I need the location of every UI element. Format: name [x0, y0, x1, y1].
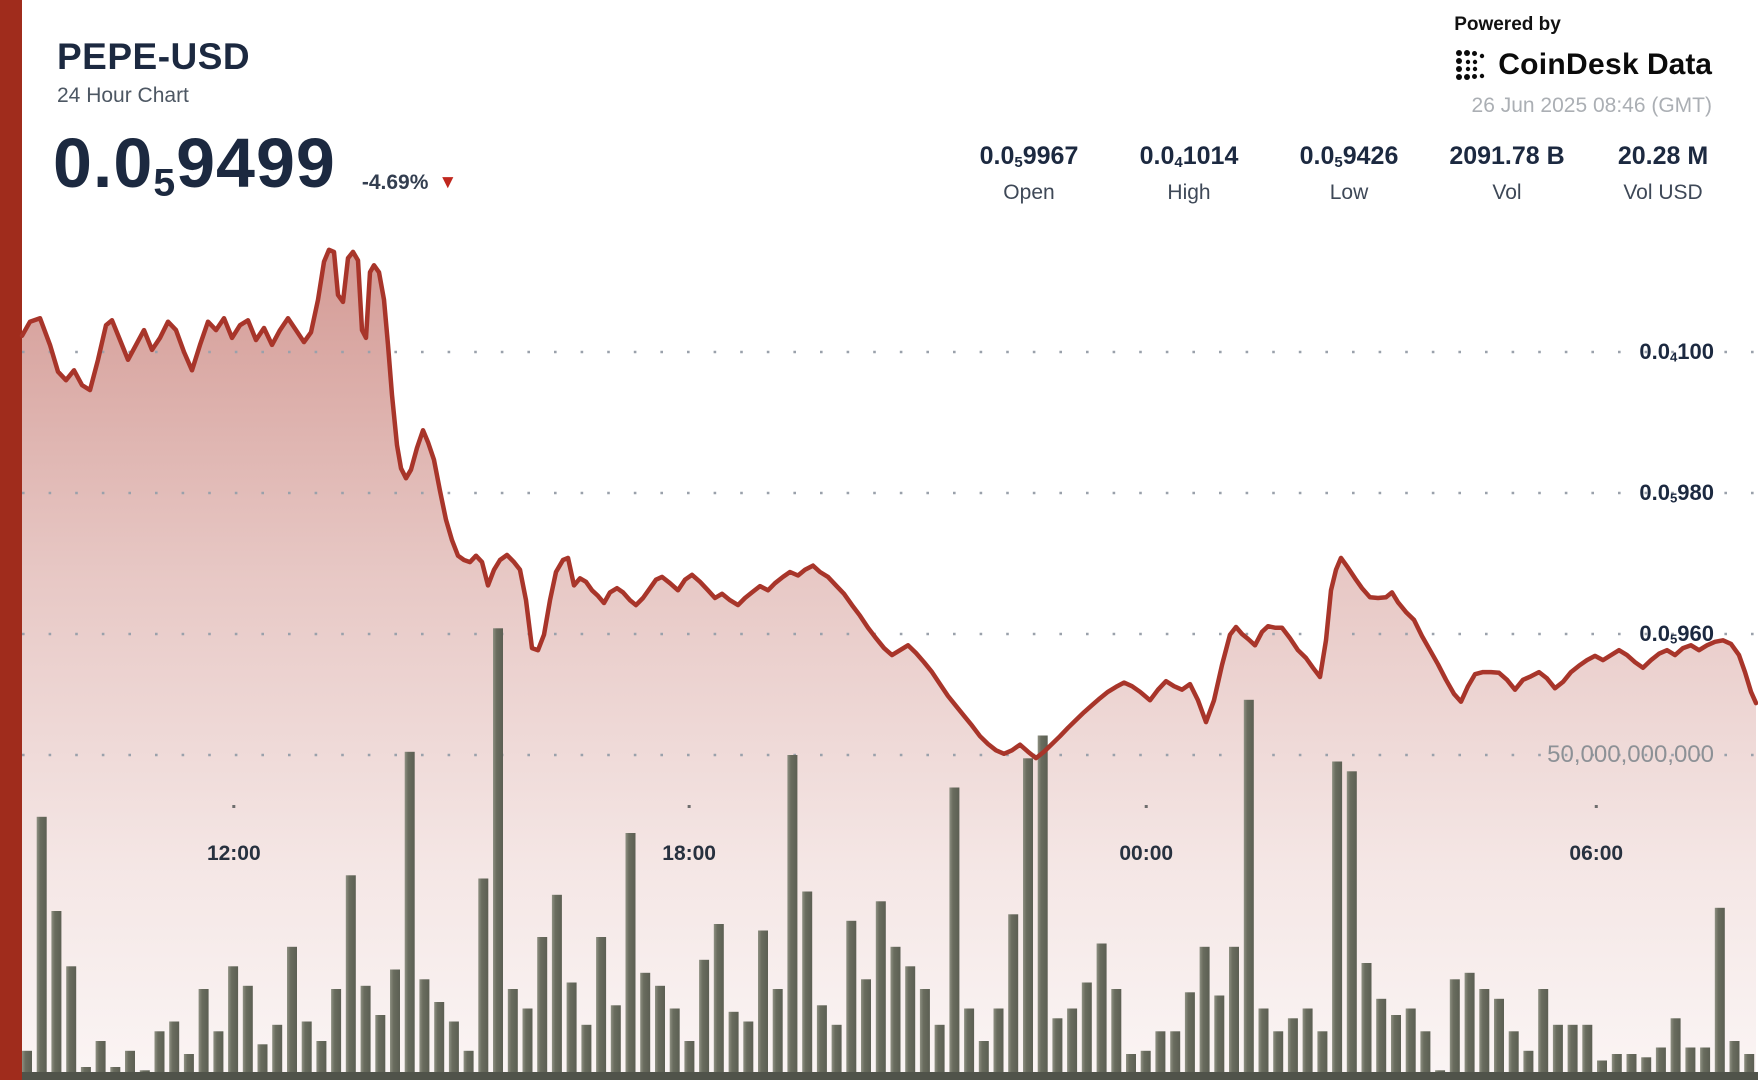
- y-axis-label-960: 0.05960: [1639, 621, 1714, 647]
- y-axis-label-100: 0.04100: [1639, 339, 1714, 365]
- price-area-fill: [22, 249, 1756, 1080]
- coindesk-brand-text: CoinDesk: [1498, 48, 1639, 81]
- coindesk-logo-icon: [1456, 50, 1485, 80]
- x-axis-label-0600: 06:00: [1569, 842, 1624, 865]
- price-main: 9499: [176, 124, 336, 202]
- chart-header: PEPE-USD 24 Hour Chart: [57, 36, 250, 108]
- chart-timestamp: 26 Jun 2025 08:46 (GMT): [1471, 94, 1712, 117]
- price-change: -4.69% ▼: [362, 171, 457, 195]
- x-axis-label-1200: 12:00: [206, 842, 261, 865]
- ylab2-sub: 5: [1669, 631, 1678, 647]
- down-triangle-icon: ▼: [438, 172, 458, 194]
- y-axis-label-980: 0.05980: [1639, 480, 1714, 506]
- x-axis-label-1800: 18:00: [662, 842, 716, 865]
- coindesk-logo[interactable]: CoinDesk Data: [1454, 48, 1712, 82]
- ylab1-main: 980: [1677, 480, 1714, 505]
- page-title: PEPE-USD: [57, 36, 251, 77]
- current-price-row: 0.059499 -4.69% ▼: [53, 128, 457, 203]
- change-percent: -4.69%: [361, 170, 429, 194]
- attribution-block: Powered by: [1454, 14, 1712, 118]
- ylab2-prefix: 0.0: [1639, 621, 1670, 646]
- current-price: 0.059499: [53, 128, 336, 203]
- x-axis-ticks: [232, 805, 1598, 808]
- left-accent-bar: [0, 0, 22, 1080]
- ylab0-sub: 4: [1669, 349, 1678, 365]
- chart-subtitle: 24 Hour Chart: [57, 84, 189, 107]
- coindesk-data-text: Data: [1646, 48, 1712, 81]
- ylab0-main: 100: [1677, 339, 1714, 364]
- ylab0-prefix: 0.0: [1639, 339, 1670, 364]
- volume-bars: [22, 628, 1758, 1080]
- ylab1-sub: 5: [1669, 490, 1678, 506]
- ylab1-prefix: 0.0: [1639, 480, 1670, 505]
- price-prefix: 0.0: [53, 124, 154, 202]
- x-axis-label-0000: 00:00: [1119, 842, 1174, 865]
- powered-by-label: Powered by: [1454, 14, 1561, 35]
- ylab2-main: 960: [1677, 621, 1714, 646]
- volume-axis-label: 50,000,000,000: [1547, 741, 1714, 768]
- price-subscript: 5: [153, 161, 177, 205]
- price-line: [19, 247, 1758, 761]
